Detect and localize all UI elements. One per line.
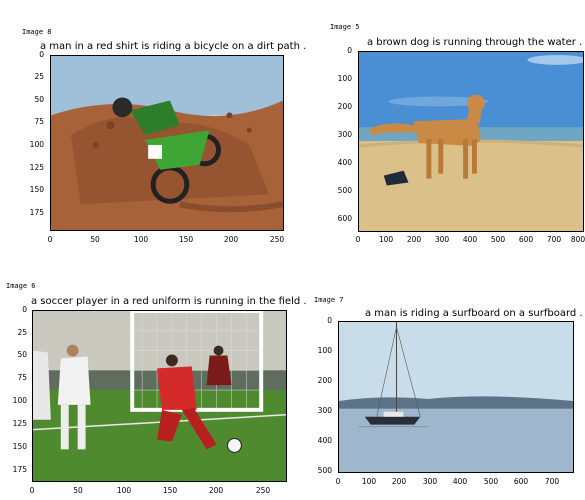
y-tick-label: 200	[317, 376, 332, 385]
y-tick-label: 100	[337, 74, 352, 83]
x-tick-label: 150	[178, 235, 194, 244]
x-tick-label: 100	[361, 477, 377, 486]
x-tick-label: 0	[335, 477, 341, 486]
x-tick-label: 0	[47, 235, 53, 244]
y-tick-label: 600	[337, 214, 352, 223]
y-tick-label: 0	[22, 305, 27, 314]
image-caption: a soccer player in a red uniform is runn…	[31, 296, 307, 307]
x-tick-label: 100	[133, 235, 149, 244]
x-tick-label: 200	[208, 486, 224, 495]
image-caption: a brown dog is running through the water…	[367, 37, 583, 48]
y-tick-label: 100	[29, 140, 44, 149]
x-tick-label: 250	[255, 486, 271, 495]
y-tick-label: 125	[29, 163, 44, 172]
x-tick-label: 200	[406, 235, 422, 244]
y-tick-label: 0	[327, 316, 332, 325]
y-tick-label: 25	[34, 72, 44, 81]
y-tick-label: 125	[12, 419, 27, 428]
sailboat-photo	[339, 322, 573, 472]
x-tick-label: 300	[434, 235, 450, 244]
y-tick-label: 500	[337, 186, 352, 195]
x-tick-label: 700	[544, 477, 560, 486]
y-tick-label: 400	[317, 436, 332, 445]
image-sailboat	[338, 321, 574, 473]
image-label: Image 8	[22, 28, 52, 36]
x-tick-label: 150	[162, 486, 178, 495]
x-tick-label: 500	[483, 477, 499, 486]
y-tick-label: 50	[17, 350, 27, 359]
y-tick-label: 300	[317, 406, 332, 415]
x-tick-label: 100	[116, 486, 132, 495]
x-tick-label: 200	[391, 477, 407, 486]
x-tick-label: 300	[422, 477, 438, 486]
image-label: Image 5	[330, 23, 360, 31]
dog-beach-photo	[359, 52, 583, 231]
y-tick-label: 75	[34, 117, 44, 126]
x-tick-label: 400	[452, 477, 468, 486]
x-tick-label: 100	[378, 235, 394, 244]
x-tick-label: 400	[462, 235, 478, 244]
image-dog-beach	[358, 51, 584, 232]
x-tick-label: 700	[546, 235, 562, 244]
x-tick-label: 600	[513, 477, 529, 486]
y-tick-label: 150	[12, 442, 27, 451]
x-tick-label: 600	[518, 235, 534, 244]
y-tick-label: 0	[347, 46, 352, 55]
y-tick-label: 175	[29, 208, 44, 217]
x-tick-label: 0	[29, 486, 35, 495]
x-tick-label: 500	[490, 235, 506, 244]
soccer-photo	[33, 311, 286, 481]
x-tick-label: 800	[570, 235, 585, 244]
x-tick-label: 200	[223, 235, 239, 244]
y-tick-label: 75	[17, 373, 27, 382]
image-motocross	[50, 55, 284, 231]
image-label: Image 7	[314, 296, 344, 304]
y-tick-label: 50	[34, 95, 44, 104]
x-tick-label: 50	[73, 486, 83, 495]
x-tick-label: 0	[355, 235, 361, 244]
y-tick-label: 100	[12, 396, 27, 405]
motocross-photo	[51, 56, 283, 230]
y-tick-label: 100	[317, 346, 332, 355]
y-tick-label: 200	[337, 102, 352, 111]
y-tick-label: 500	[317, 466, 332, 475]
y-tick-label: 25	[17, 328, 27, 337]
image-caption: a man is riding a surfboard on a surfboa…	[365, 308, 583, 319]
y-tick-label: 0	[39, 50, 44, 59]
y-tick-label: 175	[12, 465, 27, 474]
image-soccer	[32, 310, 287, 482]
image-caption: a man in a red shirt is riding a bicycle…	[40, 41, 307, 52]
image-label: Image 6	[6, 282, 36, 290]
x-tick-label: 250	[269, 235, 285, 244]
y-tick-label: 300	[337, 130, 352, 139]
y-tick-label: 400	[337, 158, 352, 167]
y-tick-label: 150	[29, 185, 44, 194]
x-tick-label: 50	[90, 235, 100, 244]
